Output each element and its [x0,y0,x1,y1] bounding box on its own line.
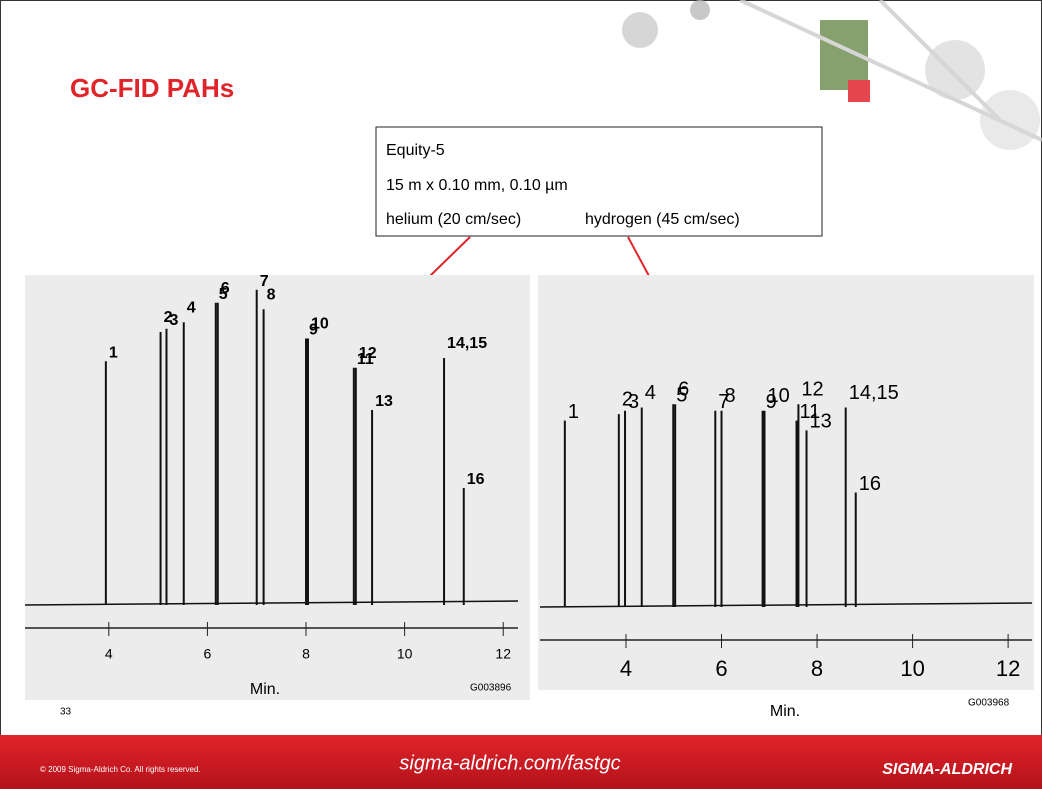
peak-label: 9 [309,322,318,339]
peak-label: 12 [359,345,377,362]
peak-label: 13 [375,393,393,410]
logo: SIGMA-ALDRICH [882,761,1012,778]
peak-label: 16 [859,473,881,495]
figure-code: G003896 [470,683,512,694]
peak-label: 11 [800,401,821,423]
peak-label: 12 [801,379,823,401]
peak-label: 14,15 [447,335,487,352]
x-tick-label: 10 [900,656,924,681]
copyright: © 2009 Sigma-Aldrich Co. All rights rese… [40,765,201,774]
x-tick-label: 10 [397,646,413,662]
baseline [24,600,519,606]
box-line: helium (20 cm/sec) [386,211,521,228]
box-line: Equity-5 [386,142,445,159]
slide-title: GC-FID PAHs [70,73,234,103]
x-tick-label: 12 [495,646,511,662]
x-tick-label: 12 [996,656,1020,681]
peak-label: 8 [267,286,276,303]
header-decoration [622,0,1042,150]
peak-label: 5 [676,385,687,407]
peak-label: 10 [768,385,790,407]
box-line: hydrogen (45 cm/sec) [585,211,740,228]
peak-label: 2 [622,388,633,410]
peak-label: 6 [678,379,689,401]
peak-label: 7 [718,391,729,413]
peak-label: 5 [219,286,228,303]
peak-label: 3 [169,312,178,329]
x-tick-label: 6 [715,656,727,681]
baseline [539,602,1033,608]
footer [0,735,1042,789]
peak-label: 11 [357,351,374,368]
footer-url: sigma-aldrich.com/fastgc [399,752,620,774]
peak-label: 10 [311,316,329,333]
x-tick-label: 4 [620,656,632,681]
peak-label: 8 [725,385,736,407]
peak-label: 4 [645,382,656,404]
peak-label: 3 [628,391,639,413]
page-number: 33 [60,707,72,718]
peak-label: 9 [766,391,777,413]
x-axis-label: Min. [770,703,800,720]
x-tick-label: 6 [204,646,212,662]
peak-label: 7 [260,273,269,290]
peak-label: 1 [109,344,118,361]
figure-code: G003968 [968,698,1010,709]
peak-label: 6 [221,280,230,297]
peak-label: 1 [568,401,579,423]
box-line: 15 m x 0.10 mm, 0.10 µm [386,177,568,194]
plot-background [538,275,1034,690]
x-tick-label: 8 [811,656,823,681]
peak-label: 14,15 [849,382,899,404]
peak-label: 13 [810,411,832,433]
info-box [375,126,823,237]
peak-label: 2 [164,309,173,326]
peak-label: 16 [467,471,485,488]
x-tick-label: 8 [302,646,310,662]
x-axis-label: Min. [250,681,280,698]
peak-label: 4 [187,299,196,316]
x-tick-label: 4 [105,646,113,662]
